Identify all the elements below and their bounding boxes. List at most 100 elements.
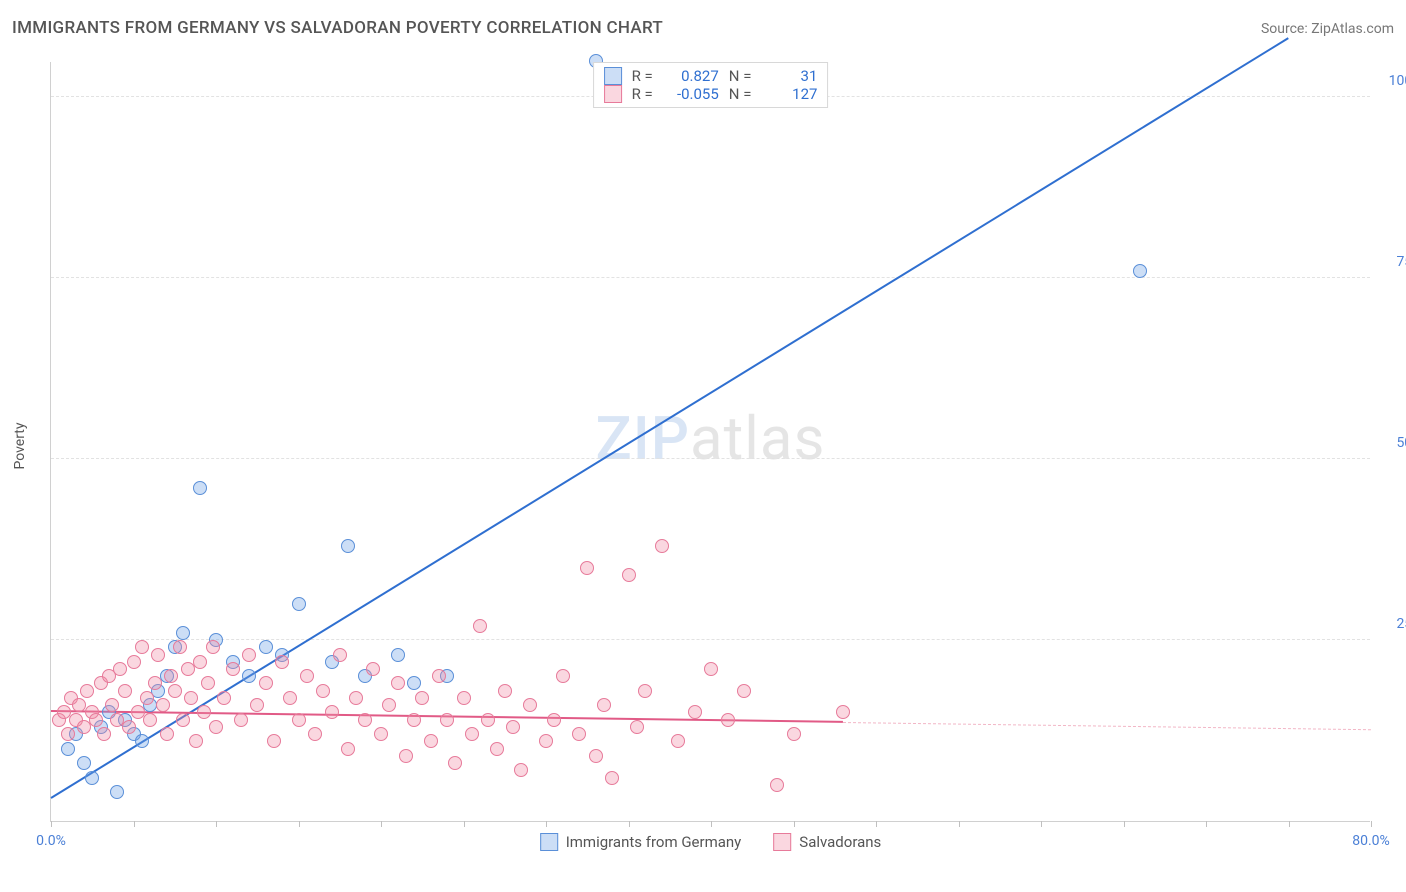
legend-swatch-salvadorans [604, 85, 622, 103]
data-point-salvadorans [737, 684, 751, 698]
data-point-salvadorans [226, 662, 240, 676]
data-point-salvadorans [473, 619, 487, 633]
legend-series-name-germany: Immigrants from Germany [566, 833, 742, 851]
x-tick [216, 821, 217, 827]
data-point-salvadorans [97, 727, 111, 741]
data-point-germany [135, 734, 149, 748]
data-point-salvadorans [127, 655, 141, 669]
data-point-salvadorans [156, 698, 170, 712]
correlation-legend-box: R =0.827N =31R =-0.055N =127 [593, 62, 829, 108]
x-tick [299, 821, 300, 827]
data-point-salvadorans [580, 561, 594, 575]
x-tick-label: 0.0% [36, 833, 66, 849]
x-tick [381, 821, 382, 827]
source-name: ZipAtlas.com [1311, 21, 1394, 37]
data-point-salvadorans [300, 669, 314, 683]
grid-line [51, 639, 1370, 640]
scatter-plot-area: ZIPatlas R =0.827N =31R =-0.055N =127 Im… [50, 62, 1370, 822]
data-point-salvadorans [61, 727, 75, 741]
x-tick [711, 821, 712, 827]
data-point-salvadorans [770, 778, 784, 792]
data-point-salvadorans [638, 684, 652, 698]
data-point-germany [193, 481, 207, 495]
data-point-salvadorans [671, 734, 685, 748]
data-point-salvadorans [787, 727, 801, 741]
data-point-salvadorans [523, 698, 537, 712]
data-point-salvadorans [399, 749, 413, 763]
legend-n-value-salvadorans: 127 [761, 85, 817, 103]
x-tick [794, 821, 795, 827]
legend-n-value-germany: 31 [761, 67, 817, 85]
title-bar: IMMIGRANTS FROM GERMANY VS SALVADORAN PO… [12, 18, 1394, 38]
data-point-salvadorans [688, 705, 702, 719]
data-point-salvadorans [193, 655, 207, 669]
x-tick [1289, 821, 1290, 827]
legend-stats-row-salvadorans: R =-0.055N =127 [604, 85, 818, 103]
data-point-salvadorans [448, 756, 462, 770]
chart-title: IMMIGRANTS FROM GERMANY VS SALVADORAN PO… [12, 18, 663, 38]
data-point-salvadorans [89, 713, 103, 727]
data-point-salvadorans [382, 698, 396, 712]
y-tick-label: 75.0% [1396, 254, 1406, 270]
y-axis-title: Poverty [12, 422, 28, 469]
data-point-salvadorans [151, 648, 165, 662]
data-point-germany [176, 626, 190, 640]
legend-stats-row-germany: R =0.827N =31 [604, 67, 818, 85]
data-point-germany [259, 640, 273, 654]
data-point-salvadorans [514, 763, 528, 777]
source-prefix: Source: [1261, 21, 1311, 37]
data-point-salvadorans [189, 734, 203, 748]
data-point-salvadorans [836, 705, 850, 719]
series-legend: Immigrants from GermanySalvadorans [540, 833, 882, 851]
data-point-salvadorans [415, 691, 429, 705]
grid-line [51, 277, 1370, 278]
data-point-salvadorans [630, 720, 644, 734]
data-point-salvadorans [259, 676, 273, 690]
data-point-germany [1133, 264, 1147, 278]
data-point-salvadorans [316, 684, 330, 698]
data-point-salvadorans [184, 691, 198, 705]
data-point-salvadorans [325, 705, 339, 719]
data-point-salvadorans [506, 720, 520, 734]
data-point-salvadorans [432, 669, 446, 683]
data-point-salvadorans [605, 771, 619, 785]
data-point-salvadorans [176, 713, 190, 727]
x-tick [1124, 821, 1125, 827]
trend-line [843, 722, 1371, 730]
data-point-salvadorans [292, 713, 306, 727]
data-point-salvadorans [333, 648, 347, 662]
data-point-salvadorans [498, 684, 512, 698]
data-point-salvadorans [148, 676, 162, 690]
data-point-germany [77, 756, 91, 770]
data-point-salvadorans [118, 684, 132, 698]
data-point-germany [341, 539, 355, 553]
x-tick [959, 821, 960, 827]
y-tick-label: 25.0% [1396, 616, 1406, 632]
data-point-salvadorans [440, 713, 454, 727]
data-point-salvadorans [267, 734, 281, 748]
source-attribution: Source: ZipAtlas.com [1261, 21, 1394, 37]
data-point-salvadorans [143, 713, 157, 727]
x-tick-label: 80.0% [1352, 833, 1390, 849]
x-tick [876, 821, 877, 827]
data-point-germany [61, 742, 75, 756]
data-point-salvadorans [209, 720, 223, 734]
data-point-salvadorans [341, 742, 355, 756]
data-point-salvadorans [164, 669, 178, 683]
data-point-salvadorans [217, 691, 231, 705]
data-point-salvadorans [374, 727, 388, 741]
data-point-salvadorans [358, 713, 372, 727]
data-point-salvadorans [547, 713, 561, 727]
data-point-salvadorans [655, 539, 669, 553]
data-point-salvadorans [201, 676, 215, 690]
data-point-salvadorans [105, 698, 119, 712]
data-point-salvadorans [72, 698, 86, 712]
x-tick [51, 821, 52, 827]
data-point-salvadorans [206, 640, 220, 654]
data-point-salvadorans [622, 568, 636, 582]
x-tick [134, 821, 135, 827]
data-point-salvadorans [160, 727, 174, 741]
data-point-salvadorans [80, 684, 94, 698]
legend-item-germany: Immigrants from Germany [540, 833, 742, 851]
data-point-salvadorans [407, 713, 421, 727]
